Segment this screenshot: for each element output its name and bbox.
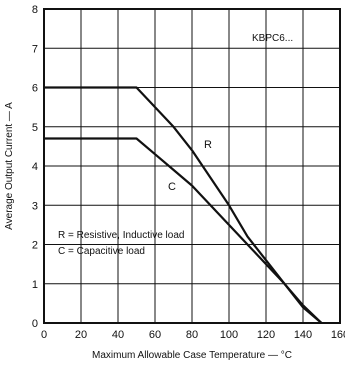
x-axis-title: Maximum Allowable Case Temperature — °C xyxy=(92,350,292,361)
y-tick-label-4: 4 xyxy=(32,161,38,173)
x-tick-label-1: 20 xyxy=(75,329,87,341)
tick-labels: 0 20 40 60 80 100 120 140 160 0 1 2 3 4 5 6 7 8 xyxy=(32,4,345,341)
y-axis-title: Average Output Current — A xyxy=(4,102,15,230)
y-tick-label-2: 2 xyxy=(32,240,38,252)
legend-capacitive: C = Capacitive load xyxy=(58,246,145,257)
y-tick-label-8: 8 xyxy=(32,4,38,16)
x-tick-label-2: 40 xyxy=(112,329,124,341)
x-tick-label-5: 100 xyxy=(220,329,238,341)
y-tick-label-0: 0 xyxy=(32,318,38,330)
plot-frame xyxy=(43,8,341,324)
x-tick-label-7: 140 xyxy=(294,329,312,341)
x-tick-label-0: 0 xyxy=(41,329,47,341)
series-line-c xyxy=(44,137,323,324)
x-tick-label-3: 60 xyxy=(149,329,161,341)
legend-resistive: R = Resistive, Inductive load xyxy=(58,230,184,241)
y-tick-label-1: 1 xyxy=(32,279,38,291)
grid xyxy=(43,8,341,324)
series-label-r: R xyxy=(204,139,212,151)
x-tick-label-8: 160 xyxy=(331,329,345,341)
y-tick-label-3: 3 xyxy=(32,200,38,212)
x-tick-label-6: 120 xyxy=(257,329,275,341)
part-number-label: KBPC6... xyxy=(252,33,293,44)
y-tick-label-6: 6 xyxy=(32,83,38,95)
series-lines xyxy=(44,86,323,324)
series-label-c: C xyxy=(168,181,176,193)
y-tick-label-7: 7 xyxy=(32,43,38,55)
y-tick-label-5: 5 xyxy=(32,122,38,134)
x-tick-label-4: 80 xyxy=(186,329,198,341)
